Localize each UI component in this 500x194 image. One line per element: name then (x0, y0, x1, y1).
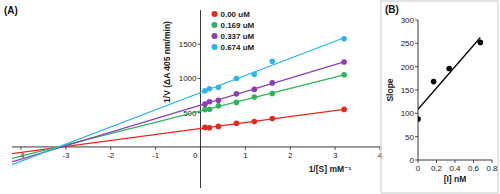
x-tick (335, 147, 336, 150)
data-point (234, 121, 240, 127)
y-axis-title: 1/V (ΔA 405 nm/min) (162, 21, 172, 103)
legend-label: 0.337 uM (220, 32, 254, 41)
y-tick-label: 50 (405, 133, 414, 142)
y-tick-label: 250 (401, 39, 415, 48)
plot-area (12, 36, 347, 165)
x-tick-label: 0.2 (431, 164, 443, 173)
data-point (207, 99, 213, 105)
y-tick (415, 20, 418, 21)
x-tick-label: 0.6 (468, 164, 480, 173)
data-point (216, 98, 222, 104)
trend-line (12, 62, 344, 162)
x-tick (20, 147, 21, 150)
x-tick (473, 160, 474, 163)
x-tick-label: -2 (107, 151, 115, 160)
data-point (252, 94, 258, 100)
data-point (216, 124, 222, 130)
panel-border (381, 1, 498, 193)
x-axis-title: [I] nM (444, 174, 467, 184)
data-point (216, 85, 222, 91)
x-tick-label: -3 (62, 151, 70, 160)
x-tick (155, 147, 156, 150)
data-point (252, 72, 258, 78)
y-tick (415, 160, 418, 161)
y-tick-label: 0 (410, 156, 415, 165)
x-tick (245, 147, 246, 150)
data-point (431, 79, 437, 85)
x-tick-label: 4 (378, 151, 383, 160)
y-tick (415, 43, 418, 44)
x-tick (418, 160, 419, 163)
data-point (216, 103, 222, 109)
y-tick-label: 1500 (179, 40, 197, 49)
data-point (269, 116, 275, 122)
x-tick (290, 147, 291, 150)
x-tick (65, 147, 66, 150)
data-point (207, 86, 213, 92)
trend-line (12, 38, 344, 165)
legend-marker (211, 33, 217, 39)
x-tick-label: 3 (333, 151, 338, 160)
data-point (341, 59, 347, 65)
x-axis-title: 1/[S] mM⁻¹ (309, 164, 352, 174)
y-tick (197, 78, 200, 79)
legend-marker (211, 11, 217, 17)
data-point (341, 72, 347, 78)
data-point (446, 66, 452, 72)
x-tick-label: 1 (243, 151, 248, 160)
y-axis-title: Slope (385, 78, 395, 101)
panel-title: (B) (385, 4, 399, 15)
y-tick (415, 113, 418, 114)
y-tick-label: 150 (401, 86, 415, 95)
y-tick-label: 1000 (179, 74, 197, 83)
data-point (207, 106, 213, 112)
data-point (234, 100, 240, 106)
x-tick-label: 0 (193, 151, 198, 160)
panel-title: (A) (4, 5, 18, 16)
data-point (207, 125, 213, 131)
legend-label: 0.674 uM (220, 43, 254, 52)
data-point (269, 59, 275, 65)
legend-label: 0.169 uM (220, 21, 254, 30)
plot-area (418, 38, 483, 122)
y-tick-label: 200 (401, 63, 415, 72)
y-tick (415, 66, 418, 67)
legend-marker (211, 44, 217, 50)
data-point (234, 76, 240, 82)
x-tick (492, 160, 493, 163)
panel: -4-3-2-10123450010001500(A)1/[S] mM⁻¹1/V… (4, 5, 383, 188)
data-point (269, 80, 275, 86)
x-tick (110, 147, 111, 150)
legend-marker (211, 22, 217, 28)
data-point (341, 107, 347, 113)
trend-line (418, 38, 480, 110)
x-tick-label: 0.4 (449, 164, 461, 173)
figure: -4-3-2-10123450010001500(A)1/[S] mM⁻¹1/V… (0, 0, 500, 194)
y-tick-label: 300 (401, 16, 415, 25)
data-point (418, 116, 421, 122)
x-tick-label: 2 (288, 151, 293, 160)
data-point (234, 91, 240, 97)
data-point (341, 36, 347, 42)
y-tick (197, 112, 200, 113)
y-tick (415, 136, 418, 137)
x-tick (455, 160, 456, 163)
y-axis-line (200, 10, 201, 188)
legend: 0.00 uM 0.169 uM 0.337 uM 0.674 uM (211, 10, 254, 52)
data-point (252, 119, 258, 125)
data-point (252, 87, 258, 93)
data-point (269, 91, 275, 97)
data-point (478, 40, 484, 46)
x-tick (436, 160, 437, 163)
x-tick (380, 147, 381, 150)
x-tick-label: -1 (152, 151, 160, 160)
y-tick-label: 100 (401, 109, 415, 118)
x-tick-label: 0.8 (486, 164, 498, 173)
panel: 0 0.2 0.4 0.6 0.8 0 50 100 150 200 250 300(B) [I] nM… (381, 1, 498, 193)
x-tick-label: 0 (416, 164, 421, 173)
y-tick (197, 44, 200, 45)
legend-label: 0.00 uM (220, 10, 250, 19)
y-tick (415, 90, 418, 91)
x-tick (200, 147, 201, 150)
